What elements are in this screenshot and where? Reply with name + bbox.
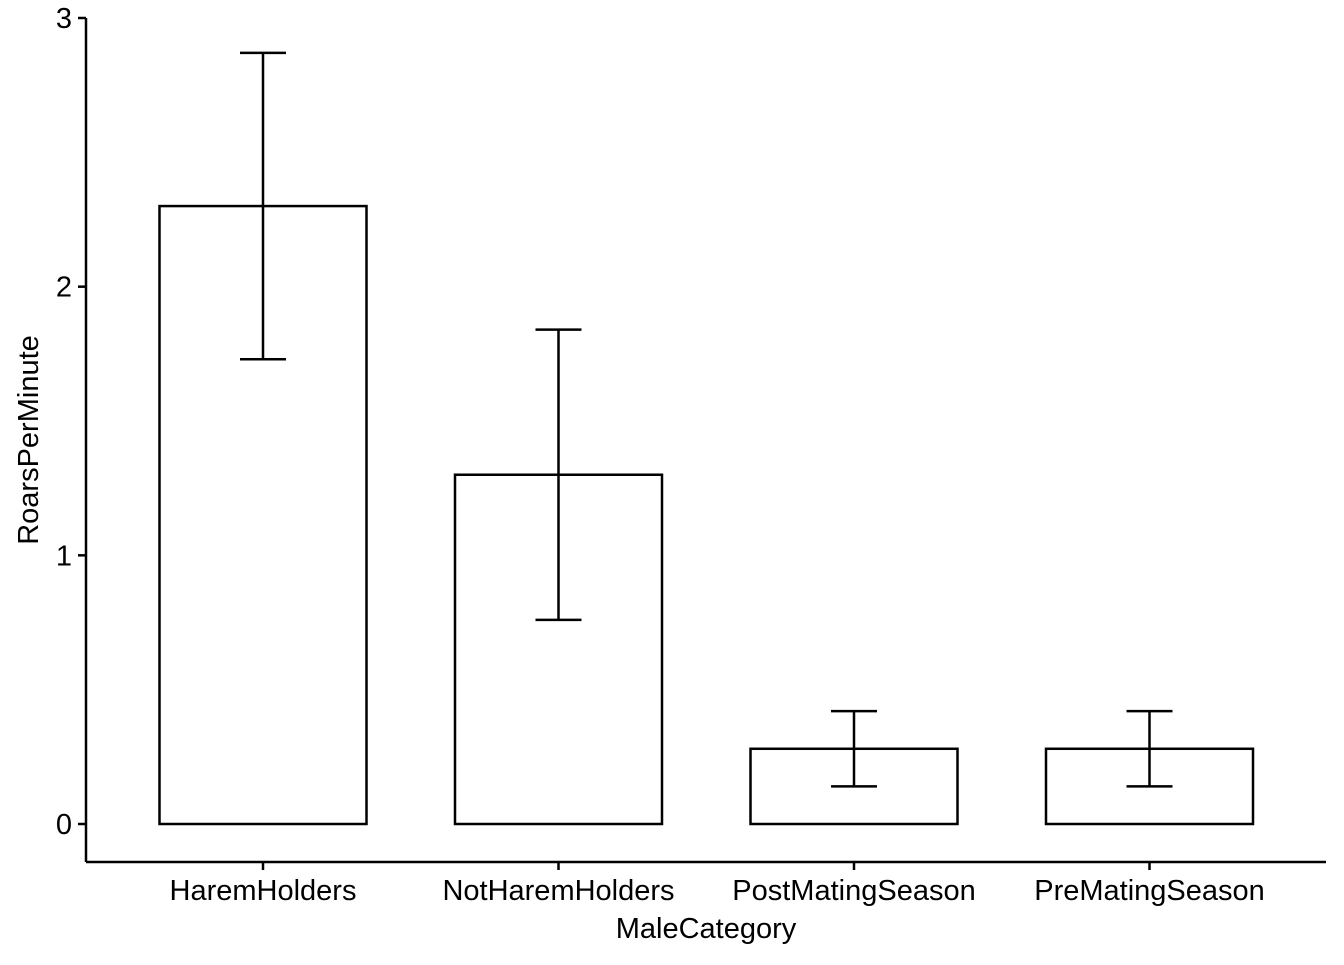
y-tick-label: 1 [56,540,72,572]
error-bar-HaremHolders [240,51,286,361]
error-bar-PostMatingSeason [831,709,877,788]
error-bars-layer [240,51,1173,788]
x-tick-label: HaremHolders [170,875,357,907]
y-axis-title: RoarsPerMinute [13,335,45,545]
y-ticks-layer: 0 1 2 3 [56,3,86,841]
x-axis-title: MaleCategory [616,913,797,945]
error-bar-PreMatingSeason [1126,709,1173,788]
bars-layer [158,204,1255,826]
error-bar-NotHaremHolders [535,328,582,622]
axes-layer [84,18,1326,864]
x-tick-label: NotHaremHolders [442,875,674,907]
y-tick-label: 2 [56,272,72,304]
x-tick-label: PreMatingSeason [1034,875,1265,907]
x-tick-label: PostMatingSeason [732,875,975,907]
y-tick-label: 3 [56,3,72,35]
x-ticks-layer: HaremHolders NotHaremHolders PostMatingSea… [170,862,1265,907]
y-tick-label: 0 [56,809,72,841]
